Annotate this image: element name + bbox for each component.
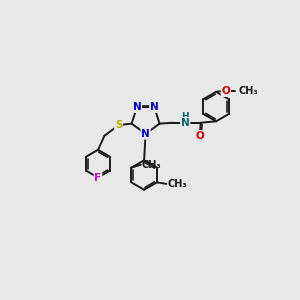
Text: CH₃: CH₃ (142, 160, 162, 170)
Text: CH₃: CH₃ (239, 86, 258, 96)
Text: N: N (133, 102, 141, 112)
Text: O: O (195, 131, 204, 141)
Text: N: N (181, 118, 190, 128)
Text: S: S (115, 120, 122, 130)
Text: H: H (182, 112, 189, 122)
Text: O: O (221, 86, 230, 96)
Text: CH₃: CH₃ (167, 179, 187, 189)
Text: F: F (94, 172, 102, 182)
Text: N: N (141, 129, 150, 139)
Text: N: N (150, 102, 159, 112)
